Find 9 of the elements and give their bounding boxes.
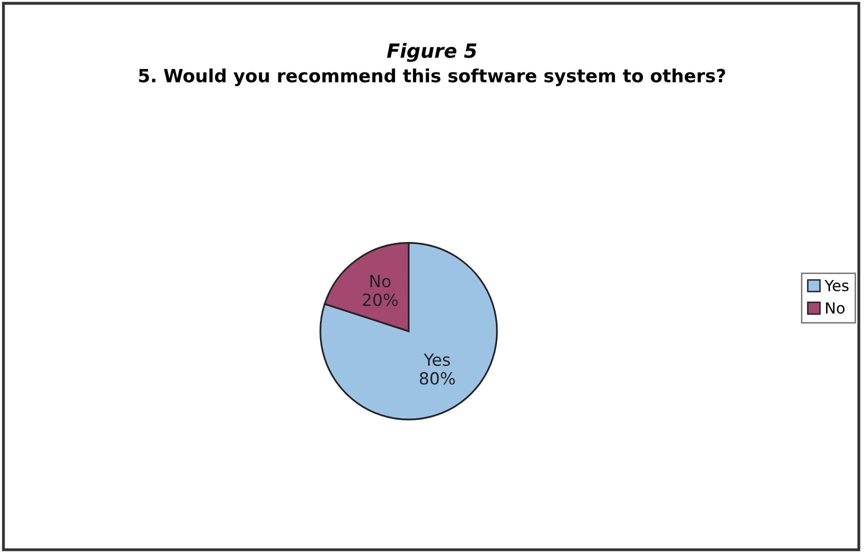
data-label: 20% xyxy=(362,293,398,306)
pie-slice xyxy=(320,242,498,420)
legend-label: Yes xyxy=(824,280,849,292)
slice-label: No xyxy=(370,275,391,288)
slice-label: Yes xyxy=(424,354,450,366)
data-label: 80% xyxy=(420,372,455,385)
legend-label: No xyxy=(826,302,845,314)
chart-subtitle: 5. Would you recommend this software system to others? xyxy=(139,68,726,86)
chart-title: Figure 5 xyxy=(387,42,476,62)
